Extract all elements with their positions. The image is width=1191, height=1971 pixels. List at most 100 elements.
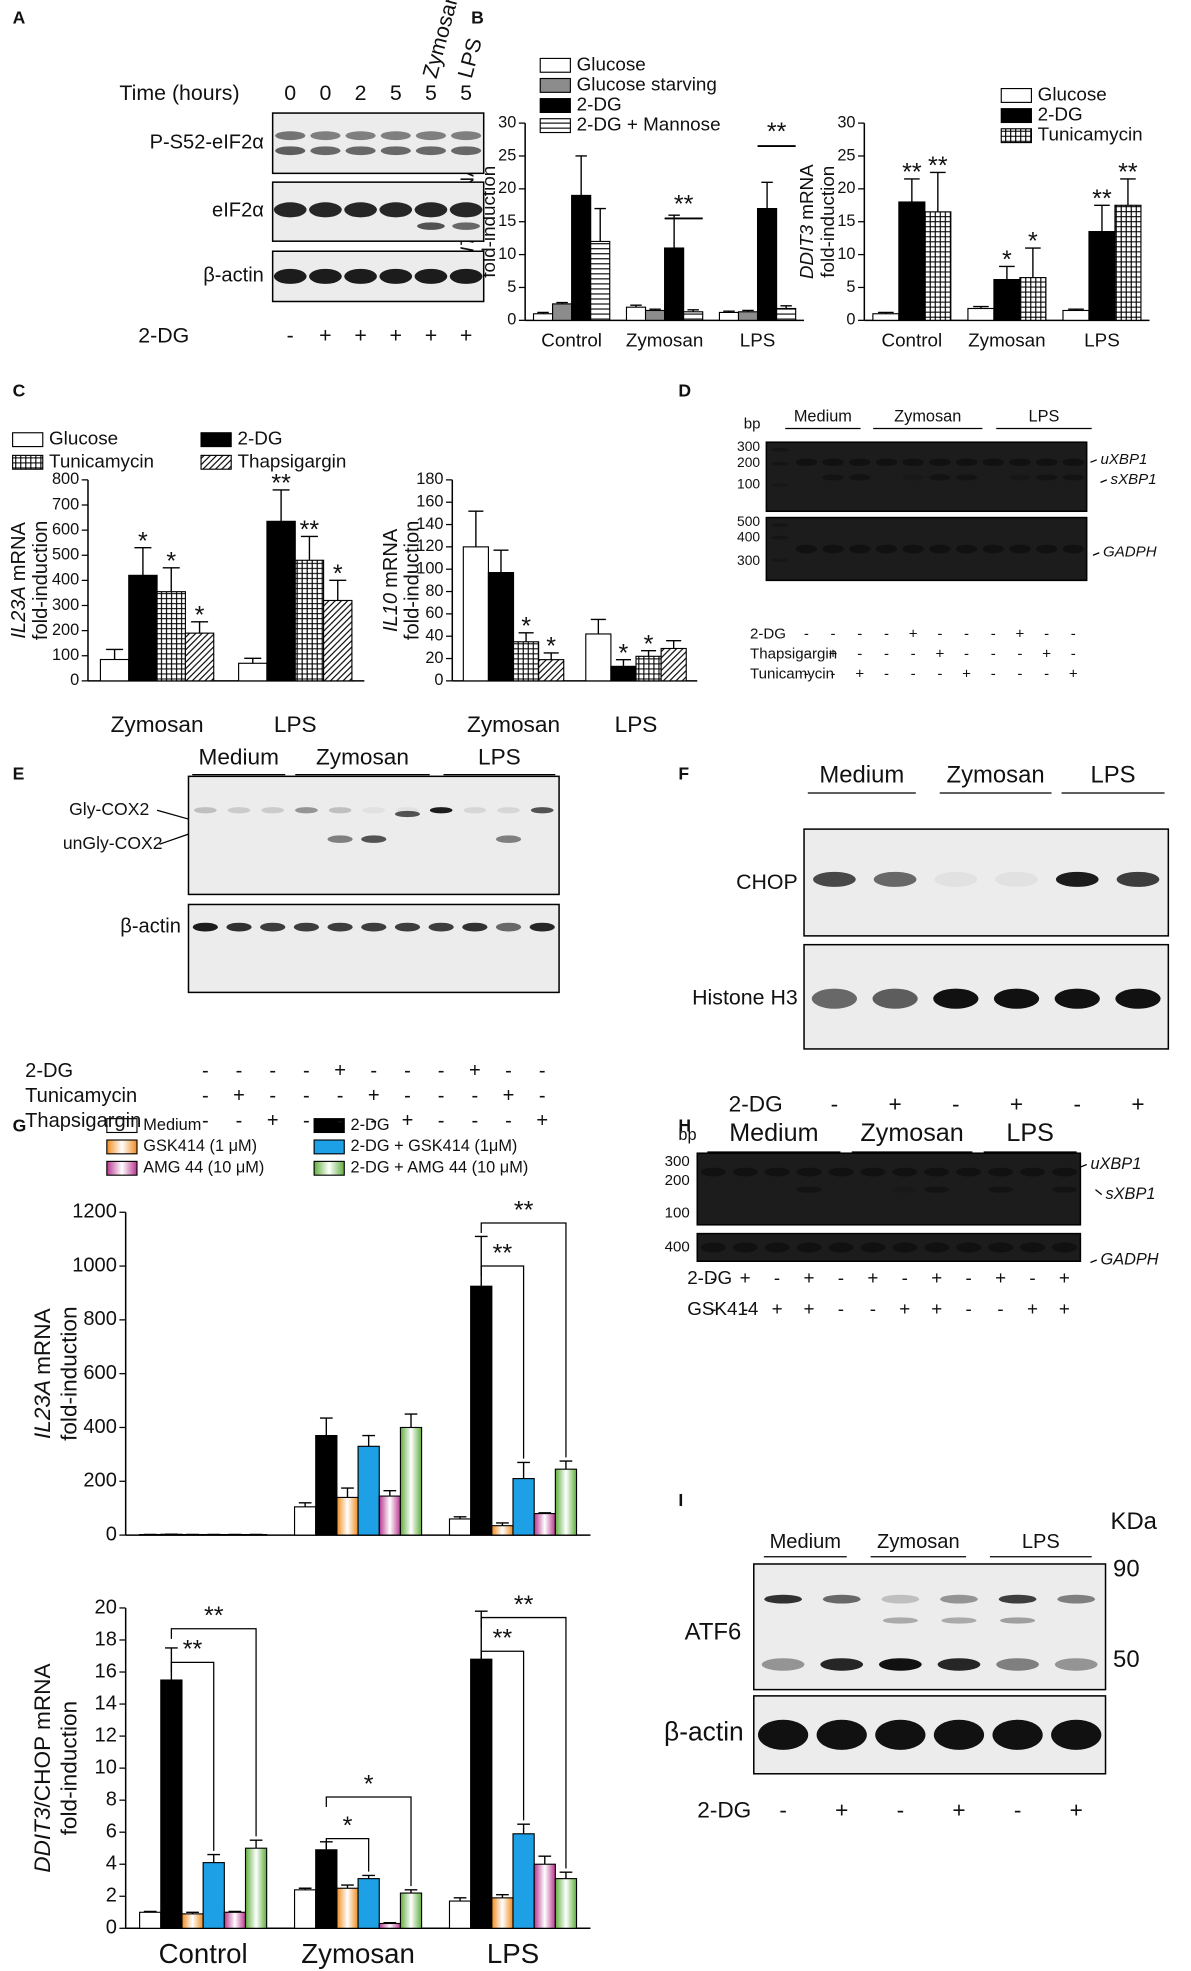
bar (532, 313, 554, 321)
treatment-sign: + (829, 645, 838, 662)
y-tick-label: 25 (498, 146, 516, 164)
y-tick-label: 10 (498, 245, 516, 263)
blot-band (328, 807, 352, 814)
bar (357, 1878, 380, 1929)
bar (1062, 309, 1090, 321)
y-tick-label: 0 (434, 671, 443, 689)
blot-band (1062, 544, 1085, 554)
treatment-sign: - (1014, 1797, 1022, 1822)
panel-label: I (678, 1490, 683, 1510)
treatment-sign: + (1059, 1267, 1070, 1288)
treatment-sign: + (469, 1060, 481, 1082)
treatment-sign: + (460, 323, 472, 347)
error-bar (594, 207, 606, 242)
treatment-sign: - (884, 645, 889, 662)
treatment-sign: + (935, 645, 944, 662)
treatment-label: 2-DG (138, 323, 189, 347)
blot-frame (696, 1152, 1082, 1226)
bracket (480, 1222, 567, 1458)
error-bar (244, 657, 262, 664)
error-bar (298, 1887, 312, 1890)
blot-band (495, 835, 522, 843)
group-label: LPS (1029, 407, 1060, 425)
x-tick-label: Control (541, 330, 602, 351)
treatment-sign: - (870, 1298, 876, 1319)
x-tick-label: Zymosan (111, 712, 204, 737)
blot-band (1035, 458, 1058, 467)
treatment-sign: - (831, 625, 836, 642)
treatment-sign: - (236, 1060, 243, 1082)
treatment-sign: - (804, 625, 809, 642)
bar (635, 655, 662, 682)
treatment-sign: - (804, 645, 809, 662)
y-tick-label: 500 (52, 546, 79, 564)
y-tick-label: 160 (416, 493, 443, 511)
error-bar (298, 1502, 312, 1507)
error-bar (468, 510, 484, 547)
error-bar (518, 632, 534, 642)
y-tick-label: 700 (52, 495, 79, 513)
bar (1114, 204, 1142, 321)
blot-band (415, 146, 447, 156)
blot-band (700, 1167, 726, 1177)
blot-band (940, 1594, 978, 1604)
treatment-sign: - (991, 666, 996, 683)
blot-band (429, 807, 453, 814)
legend-swatch (1000, 128, 1032, 144)
significance: * (166, 547, 176, 575)
y-tick-label: 12 (95, 1724, 117, 1746)
y-axis-label-rest: mRNA (30, 1307, 55, 1374)
treatment-sign: - (1017, 666, 1022, 683)
blot-band (902, 474, 924, 481)
bar (644, 309, 666, 321)
blot-band (998, 1594, 1037, 1604)
y-tick-label: 1200 (72, 1201, 117, 1223)
legend-swatch (106, 1160, 138, 1176)
x-tick-label: LPS (740, 330, 776, 351)
x-tick-label: Zymosan (467, 712, 560, 737)
blot-band (822, 458, 844, 467)
legend-swatch (1000, 108, 1032, 124)
significance: ** (928, 152, 948, 180)
bracket (480, 1650, 525, 1821)
group-label: LPS (478, 745, 521, 770)
treatment-sign: + (319, 323, 331, 347)
size-marker: 300 (737, 438, 760, 454)
treatment-sign: - (857, 645, 862, 662)
group-label: LPS (1091, 762, 1136, 789)
group-label: Medium (199, 745, 279, 770)
blot-band (379, 268, 413, 284)
significance: ** (493, 1625, 513, 1653)
blot-band (463, 807, 487, 814)
bar (399, 1426, 423, 1536)
blot-band (892, 1242, 918, 1253)
blot-band (414, 268, 448, 284)
blot-band (362, 807, 386, 814)
panel-label: A (13, 7, 26, 27)
group-label: Zymosan (877, 1531, 960, 1553)
blot-frame (271, 181, 485, 242)
legend-label: 2-DG (1038, 104, 1083, 125)
bar (993, 279, 1021, 321)
treatment-sign: - (505, 1110, 512, 1132)
treatment-sign: - (303, 1060, 310, 1082)
blot-band (529, 922, 555, 932)
y-axis-label-gene: DDIT3 (30, 1807, 55, 1873)
error-bar (538, 1855, 552, 1865)
y-axis-label-rest: /CHOP mRNA (30, 1663, 55, 1808)
blot-band (1051, 1719, 1102, 1750)
band-label: GADPH (1103, 544, 1157, 561)
treatment-sign: + (1069, 666, 1078, 683)
size-marker: 300 (737, 552, 760, 568)
legend-label: Thapsigargin (237, 450, 346, 471)
band-pointer (1095, 1189, 1103, 1196)
treatment-sign: + (931, 1267, 942, 1288)
blot-frame (271, 250, 485, 303)
y-axis-label: IL10 mRNA (380, 528, 402, 632)
legend-swatch (106, 1139, 138, 1155)
x-tick-label: LPS (615, 712, 658, 737)
blot-band (380, 131, 411, 141)
blot-band (795, 458, 818, 467)
blot-band (344, 202, 377, 218)
bar (512, 1478, 535, 1536)
